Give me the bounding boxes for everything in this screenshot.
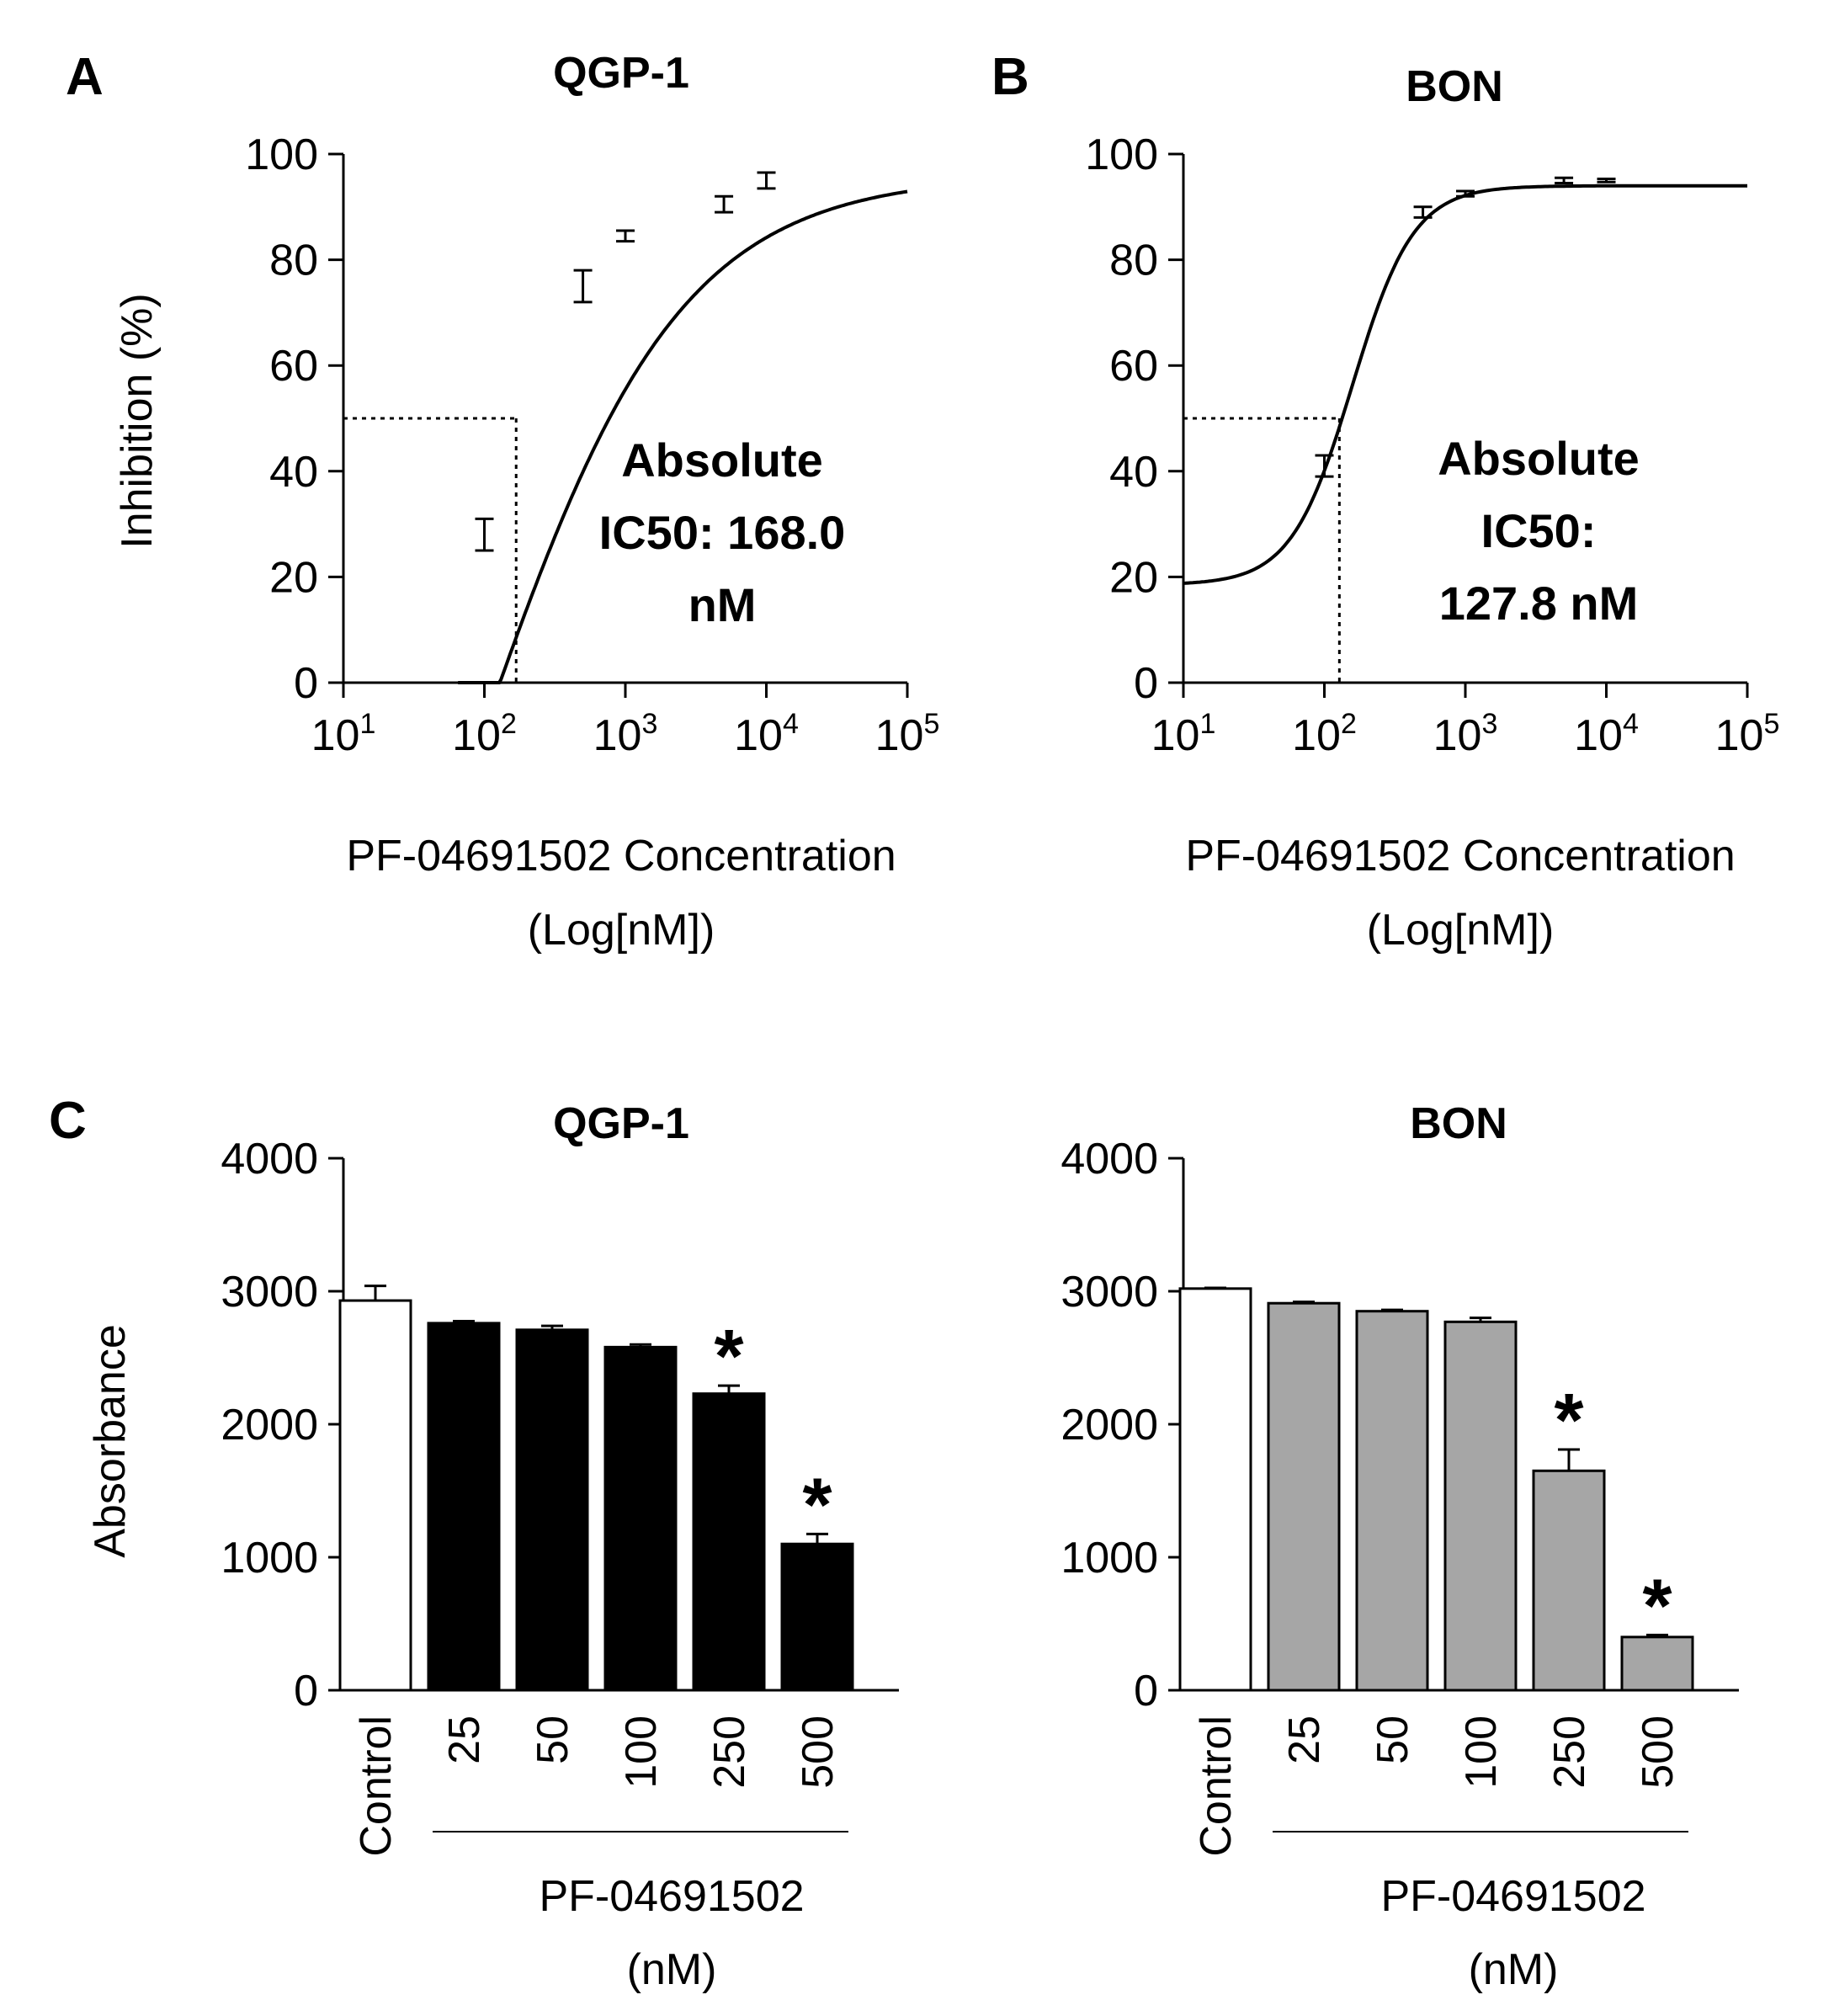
panel-b-y-tick-label: 60	[1109, 342, 1158, 391]
panel-b-annotation-line3: 127.8 nM	[1439, 577, 1639, 630]
panel-b-x-tick-label: 103	[1433, 708, 1498, 760]
panel-c-right-y-tick-label: 4000	[1061, 1135, 1158, 1184]
panel-letter-b: B	[991, 48, 1029, 106]
panel-c-left-bar	[338, 1299, 412, 1692]
panel-c-left-bar	[780, 1542, 854, 1692]
panel-c-left-bar	[603, 1345, 678, 1692]
panel-a-x-axis-label-line1: PF-04691502 Concentration	[346, 832, 896, 880]
panel-c-left-bar	[515, 1328, 589, 1692]
panel-b-x-axis-label-line1: PF-04691502 Concentration	[1185, 832, 1735, 880]
panel-a-annotation-line1: Absolute	[621, 434, 823, 487]
panel-c-left-category-label: 100	[617, 1715, 666, 1789]
panel-b-y-tick-label: 100	[1085, 130, 1158, 179]
panel-a-x-tick-label: 105	[875, 708, 940, 760]
panel-a-x-tick-label: 104	[734, 708, 799, 760]
panel-b: B BON PF-04691502 Concentration (Log[nM]…	[991, 48, 1779, 955]
panel-c-left-marks: 0 1000 2000 3000 4000 Control 25 50 100 * 250 * 500	[221, 1135, 899, 1857]
panel-c-right-group-label-line2: (nM)	[1469, 1945, 1559, 1994]
panel-a-y-tick-label: 20	[269, 553, 318, 602]
panel-b-x-tick-label: 101	[1151, 708, 1216, 760]
panel-a-annotation-line2: IC50: 168.0	[599, 506, 846, 559]
panel-c-left-y-tick-label: 4000	[221, 1135, 318, 1184]
panel-c-right-y-tick-label: 3000	[1061, 1268, 1158, 1317]
panel-c-right-marks: 0 1000 2000 3000 4000 Control 25 50 100 * 250 * 500	[1061, 1135, 1739, 1857]
panel-a-y-tick-label: 60	[269, 342, 318, 391]
panel-c-left-bar	[427, 1322, 501, 1692]
panel-a-x-axis-label-line2: (Log[nM])	[528, 906, 715, 955]
panel-c-right-category-label: 500	[1634, 1715, 1682, 1789]
panel-a-y-axis-label: Inhibition (%)	[113, 293, 162, 548]
panel-c-left-group-label-line1: PF-04691502	[539, 1872, 804, 1921]
panel-b-x-axis-label-line2: (Log[nM])	[1367, 906, 1555, 955]
panel-a-x-tick-label: 101	[311, 708, 376, 760]
panel-c-left-y-tick-label: 0	[294, 1667, 318, 1715]
panel-c-right-category-label: Control	[1192, 1715, 1241, 1857]
panel-c-left-bar	[692, 1392, 766, 1692]
panel-b-y-tick-label: 80	[1109, 237, 1158, 285]
panel-a-y-tick-label: 80	[269, 237, 318, 285]
panel-c-right-bar	[1355, 1310, 1429, 1692]
panel-b-title: BON	[1406, 62, 1503, 111]
panel-c-right-y-tick-label: 2000	[1061, 1401, 1158, 1449]
panel-a-x-tick-label: 103	[593, 708, 658, 760]
panel-c-left-category-label: 50	[529, 1715, 577, 1764]
panel-c-left-group-label-line2: (nM)	[627, 1945, 717, 1994]
panel-c-left-category-label: 500	[794, 1715, 843, 1789]
panel-a-y-tick-label: 100	[245, 130, 318, 179]
panel-c-left-category-label: 250	[705, 1715, 754, 1789]
panel-c-right-bar	[1532, 1469, 1606, 1692]
panel-c-right-bar	[1178, 1287, 1252, 1692]
panel-c-y-axis-label: Absorbance	[86, 1324, 135, 1558]
panel-c-left-significance-marker: *	[714, 1315, 743, 1399]
panel-a-marks: 0 20 40 60 80 100 101 102 103 104 105	[245, 130, 939, 760]
panel-c-right-bar	[1443, 1320, 1518, 1692]
panel-c-right-category-label: 100	[1457, 1715, 1506, 1789]
panel-c-left-y-tick-label: 2000	[221, 1401, 318, 1449]
panel-c-right-significance-marker: *	[1642, 1564, 1672, 1648]
panel-a-fit-curve	[458, 189, 908, 684]
panel-c-right-group-label-line1: PF-04691502	[1380, 1872, 1645, 1921]
panel-letter-c: C	[49, 1092, 87, 1150]
panel-letter-a: A	[66, 48, 104, 106]
panel-c: C QGP-1 BON Absorbance PF-04691502 (nM) …	[49, 1092, 1739, 1994]
panel-b-annotation-line2: IC50:	[1481, 504, 1597, 557]
panel-c-right-significance-marker: *	[1554, 1379, 1583, 1463]
panel-c-right-title: BON	[1410, 1099, 1507, 1148]
panel-c-left-significance-marker: *	[802, 1463, 832, 1547]
panel-b-y-tick-label: 20	[1109, 553, 1158, 602]
panel-c-left-y-tick-label: 1000	[221, 1534, 318, 1582]
panel-c-right-y-tick-label: 0	[1134, 1667, 1158, 1715]
panel-c-left-title: QGP-1	[553, 1099, 689, 1148]
panel-a: A QGP-1 Inhibition (%) PF-04691502 Conce…	[66, 48, 939, 955]
panel-c-right-bar	[1267, 1301, 1341, 1692]
panel-b-x-tick-label: 102	[1292, 708, 1357, 760]
panel-c-left-y-tick-label: 3000	[221, 1268, 318, 1317]
panel-a-y-tick-label: 40	[269, 448, 318, 497]
panel-c-right-category-label: 50	[1369, 1715, 1417, 1764]
panel-c-right-y-tick-label: 1000	[1061, 1534, 1158, 1582]
panel-c-left-category-label: 25	[440, 1715, 489, 1764]
panel-b-fit-curve	[1183, 184, 1747, 585]
panel-c-right-bar	[1620, 1636, 1694, 1692]
panel-a-y-tick-label: 0	[294, 659, 318, 708]
panel-b-marks: 0 20 40 60 80 100 101 102 103 104 105	[1085, 130, 1779, 760]
panel-b-x-tick-label: 104	[1574, 708, 1639, 760]
panel-c-left-category-label: Control	[352, 1715, 401, 1857]
panel-a-x-tick-label: 102	[452, 708, 517, 760]
panel-a-annotation-line3: nM	[688, 578, 757, 631]
panel-b-y-tick-label: 0	[1134, 659, 1158, 708]
panel-c-right-category-label: 250	[1545, 1715, 1594, 1789]
panel-b-annotation-line1: Absolute	[1438, 432, 1640, 485]
panel-c-right-category-label: 25	[1280, 1715, 1329, 1764]
panel-b-y-tick-label: 40	[1109, 448, 1158, 497]
panel-a-title: QGP-1	[553, 49, 689, 98]
panel-b-x-tick-label: 105	[1715, 708, 1780, 760]
